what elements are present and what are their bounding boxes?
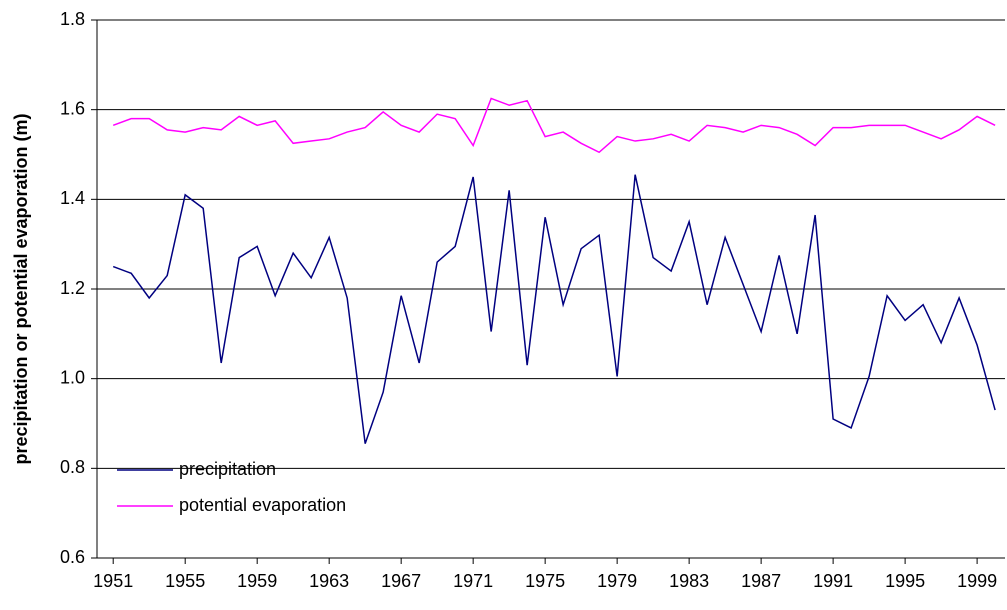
y-tick-label: 1.6 <box>60 98 85 118</box>
y-tick-label: 1.2 <box>60 278 85 298</box>
x-tick-label: 1995 <box>885 571 925 591</box>
y-axis-label: precipitation or potential evaporation (… <box>11 113 31 464</box>
y-tick-label: 0.6 <box>60 547 85 567</box>
x-tick-label: 1999 <box>957 571 997 591</box>
series-line <box>112 174 996 444</box>
x-tick-label: 1971 <box>453 571 493 591</box>
series-line <box>112 97 996 154</box>
x-tick-label: 1955 <box>165 571 205 591</box>
x-tick-label: 1951 <box>93 571 133 591</box>
x-tick-label: 1963 <box>309 571 349 591</box>
x-tick-label: 1983 <box>669 571 709 591</box>
y-tick-label: 0.8 <box>60 457 85 477</box>
x-tick-label: 1959 <box>237 571 277 591</box>
x-tick-label: 1975 <box>525 571 565 591</box>
y-tick-label: 1.8 <box>60 9 85 29</box>
y-tick-label: 1.0 <box>60 367 85 387</box>
y-tick-label: 1.4 <box>60 188 85 208</box>
legend-label: potential evaporation <box>179 495 346 515</box>
x-tick-label: 1987 <box>741 571 781 591</box>
x-tick-label: 1979 <box>597 571 637 591</box>
x-tick-label: 1991 <box>813 571 853 591</box>
legend-label: precipitation <box>179 459 276 479</box>
x-tick-label: 1967 <box>381 571 421 591</box>
